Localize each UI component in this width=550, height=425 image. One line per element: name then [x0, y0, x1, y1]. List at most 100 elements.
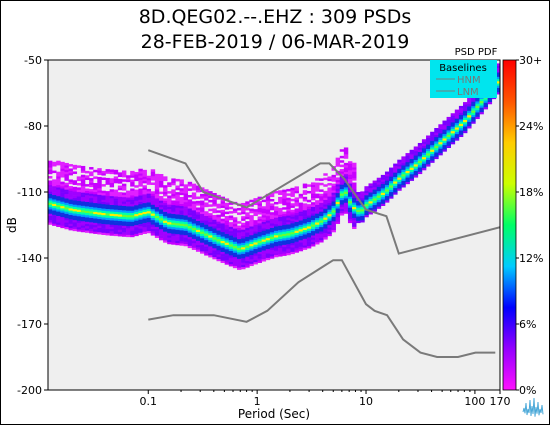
pdf-cell — [80, 227, 86, 231]
pdf-cell — [237, 234, 242, 237]
pdf-cell — [183, 215, 189, 218]
pdf-cell — [113, 211, 119, 215]
pdf-cell — [109, 220, 115, 223]
pdf-cell — [113, 229, 119, 232]
pdf-cell — [93, 224, 98, 228]
pdf-cell — [121, 185, 127, 189]
pdf-cell — [265, 251, 271, 254]
pdf-cell — [150, 171, 156, 174]
pdf-cell — [80, 220, 86, 224]
pdf-cell — [101, 214, 106, 218]
pdf-cell — [220, 247, 225, 250]
pdf-cell — [72, 204, 78, 207]
pdf-cell — [274, 230, 279, 234]
pdf-cell — [343, 156, 349, 159]
pdf-cell — [109, 206, 115, 210]
pdf-cell — [438, 150, 443, 154]
pdf-cell — [397, 186, 402, 189]
pdf-cell — [117, 227, 123, 230]
pdf-cell — [89, 197, 94, 201]
pdf-cell — [142, 216, 147, 219]
pdf-cell — [179, 238, 184, 242]
pdf-cell — [48, 187, 53, 190]
pdf-cell — [372, 187, 378, 190]
pdf-cell — [48, 215, 53, 219]
pdf-cell — [241, 266, 246, 270]
pdf-cell — [163, 187, 168, 190]
pdf-cell — [97, 218, 102, 222]
pdf-cell — [479, 111, 484, 115]
pdf-cell — [274, 243, 279, 247]
pdf-cell — [442, 140, 447, 143]
pdf-cell — [97, 220, 102, 224]
pdf-cell — [121, 170, 127, 173]
pdf-cell — [134, 185, 139, 188]
pdf-cell — [208, 239, 213, 243]
pdf-cell — [327, 213, 332, 217]
pdf-cell — [475, 105, 480, 109]
pdf-cell — [282, 251, 287, 254]
pdf-cell — [212, 204, 217, 207]
pdf-cell — [278, 225, 283, 228]
pdf-cell — [372, 200, 378, 203]
pdf-cell — [109, 193, 115, 197]
pdf-cell — [265, 220, 271, 223]
pdf-cell — [212, 201, 217, 205]
pdf-cell — [138, 188, 143, 192]
pdf-cell — [97, 212, 102, 215]
pdf-cell — [163, 193, 168, 197]
pdf-cell — [467, 125, 472, 129]
pdf-cell — [323, 223, 328, 227]
pdf-cell — [179, 201, 184, 204]
pdf-cell — [175, 209, 180, 213]
pdf-cell — [413, 157, 419, 160]
pdf-cell — [48, 200, 53, 203]
pdf-cell — [343, 191, 349, 194]
pdf-cell — [245, 251, 250, 255]
pdf-cell — [417, 169, 423, 172]
pdf-cell — [130, 199, 135, 202]
pdf-cell — [282, 253, 287, 256]
pdf-cell — [191, 238, 197, 242]
pdf-cell — [228, 206, 234, 210]
pdf-cell — [335, 219, 341, 222]
pdf-cell — [220, 209, 225, 213]
pdf-cell — [274, 232, 279, 236]
pdf-cell — [310, 232, 316, 236]
pdf-cell — [467, 119, 472, 122]
pdf-cell — [171, 209, 176, 212]
pdf-cell — [265, 240, 271, 243]
pdf-cell — [163, 207, 168, 210]
pdf-cell — [89, 219, 94, 223]
pdf-cell — [323, 197, 328, 200]
pdf-cell — [384, 182, 390, 186]
pdf-cell — [60, 205, 65, 209]
pdf-cell — [204, 226, 209, 230]
pdf-cell — [101, 225, 106, 229]
pdf-cell — [286, 252, 291, 256]
pdf-cell — [158, 218, 164, 221]
pdf-cell — [154, 222, 160, 225]
pdf-cell — [204, 213, 209, 216]
pdf-cell — [352, 219, 357, 223]
pdf-cell — [302, 218, 308, 222]
pdf-cell — [294, 228, 299, 231]
pdf-cell — [208, 215, 213, 218]
pdf-cell — [232, 208, 238, 211]
pdf-cell — [347, 170, 353, 173]
pdf-cell — [306, 210, 312, 214]
pdf-cell — [204, 246, 209, 249]
pdf-cell — [495, 74, 500, 77]
pdf-cell — [327, 209, 332, 212]
pdf-cell — [302, 216, 308, 220]
pdf-cell — [48, 189, 53, 192]
pdf-cell — [446, 121, 451, 124]
pdf-cell — [232, 241, 238, 244]
pdf-cell — [241, 207, 246, 210]
pdf-cell — [208, 199, 213, 203]
pdf-cell — [158, 202, 164, 206]
pdf-cell — [331, 214, 336, 217]
pdf-cell — [80, 212, 86, 215]
pdf-cell — [257, 223, 262, 226]
pdf-cell — [93, 205, 98, 208]
